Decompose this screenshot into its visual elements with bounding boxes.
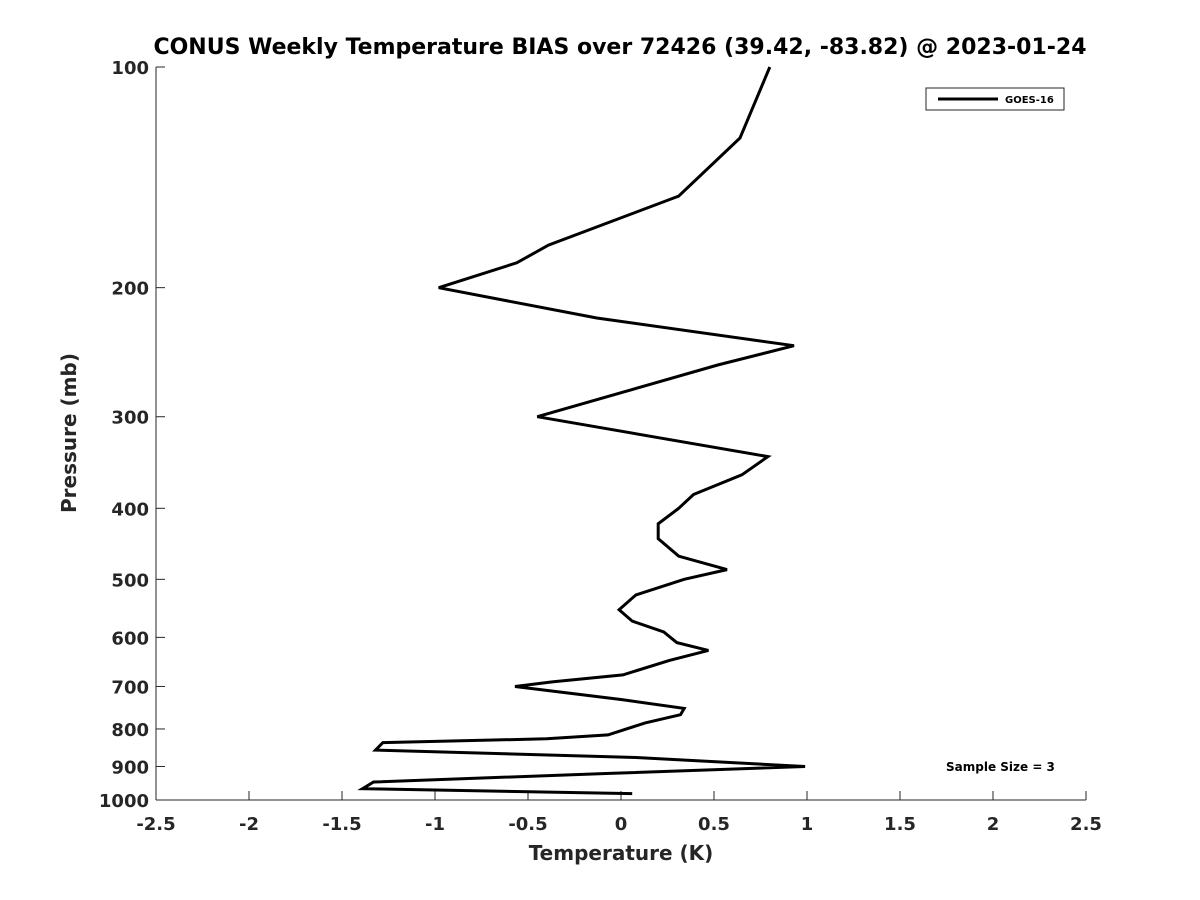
series-line-goes-16 bbox=[357, 66, 806, 796]
x-tick-label: 1 bbox=[801, 814, 814, 835]
x-tick-label: -2.5 bbox=[136, 814, 175, 835]
y-axis-label: Pressure (mb) bbox=[57, 353, 81, 513]
x-tick-label: 2 bbox=[987, 814, 1000, 835]
x-axis-label: Temperature (K) bbox=[529, 841, 714, 865]
y-tick-label: 500 bbox=[111, 570, 149, 591]
x-axis-ticks: -2.5 -2 -1.5 -1 -0.5 0 0.5 1 1.5 2 2.5 bbox=[136, 791, 1102, 835]
y-tick-label: 600 bbox=[111, 628, 149, 649]
y-tick-label: 300 bbox=[111, 408, 149, 429]
y-tick-label: 800 bbox=[111, 720, 149, 741]
legend-label-goes-16: GOES-16 bbox=[1005, 95, 1054, 106]
chart-title: CONUS Weekly Temperature BIAS over 72426… bbox=[153, 35, 1086, 60]
x-tick-label: -0.5 bbox=[508, 814, 547, 835]
sample-size-annotation: Sample Size = 3 bbox=[946, 760, 1055, 774]
y-tick-label: 100 bbox=[111, 58, 149, 79]
x-tick-label: 0 bbox=[615, 814, 628, 835]
series-lines bbox=[357, 66, 806, 796]
y-tick-label: 900 bbox=[111, 757, 149, 778]
x-tick-label: 1.5 bbox=[884, 814, 916, 835]
y-tick-label: 400 bbox=[111, 499, 149, 520]
y-tick-label: 1000 bbox=[99, 791, 149, 812]
y-tick-label: 200 bbox=[111, 279, 149, 300]
x-tick-label: -2 bbox=[239, 814, 259, 835]
y-axis-ticks: 100 200 300 400 500 600 700 800 900 1000 bbox=[99, 58, 165, 812]
x-tick-label: -1.5 bbox=[322, 814, 361, 835]
y-tick-label: 700 bbox=[111, 677, 149, 698]
x-tick-label: 0.5 bbox=[698, 814, 730, 835]
x-tick-label: 2.5 bbox=[1070, 814, 1102, 835]
legend: GOES-16 bbox=[925, 87, 1065, 111]
x-tick-label: -1 bbox=[425, 814, 445, 835]
